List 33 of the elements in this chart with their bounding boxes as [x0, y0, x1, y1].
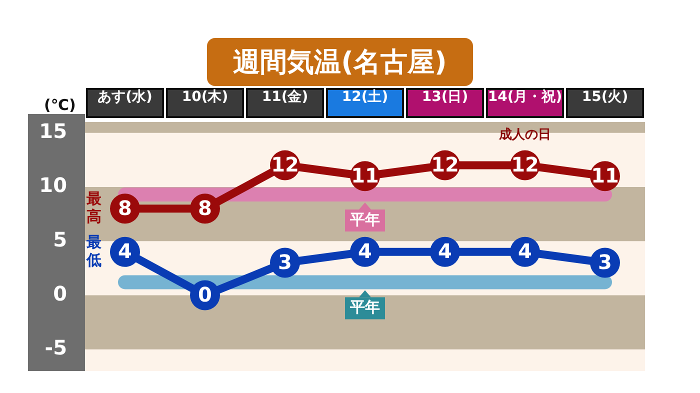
series-label: 最高	[86, 190, 102, 226]
ref-line-label: 平年	[349, 298, 380, 316]
chart-title: 週間気温(名古屋)	[207, 38, 473, 86]
y-tick-label: 10	[39, 173, 67, 198]
ref-line-label: 平年	[349, 210, 380, 228]
data-label: 11	[351, 163, 379, 188]
data-label: 3	[598, 250, 612, 274]
data-label: 4	[438, 239, 452, 264]
data-label: 8	[118, 196, 132, 220]
x-tick-label: 15(火)	[582, 89, 628, 106]
data-label: 4	[358, 239, 372, 264]
series-label: 最低	[86, 232, 102, 269]
annotation: 成人の日	[498, 127, 551, 142]
x-tick-label: 14(月・祝)	[488, 88, 562, 106]
x-tick-label: 12(土)	[342, 89, 388, 106]
data-label: 12	[511, 152, 539, 177]
data-label: 3	[278, 250, 292, 274]
x-tick-label: 11(金)	[262, 89, 308, 106]
data-label: 0	[198, 282, 212, 306]
x-tick-label: 10(木)	[182, 89, 228, 106]
data-label: 11	[591, 163, 619, 188]
data-label: 12	[431, 152, 459, 177]
data-label: 4	[118, 239, 132, 264]
y-tick-label: -5	[44, 336, 67, 360]
data-label: 8	[198, 196, 212, 220]
y-tick-label: 15	[39, 119, 67, 144]
data-label: 12	[271, 152, 299, 177]
x-tick-label: あす(水)	[98, 89, 152, 106]
y-tick-label: 5	[53, 227, 67, 252]
y-tick-label: 0	[53, 281, 67, 306]
y-axis-title: (℃)	[44, 96, 76, 114]
data-label: 4	[518, 239, 532, 264]
x-tick-label: 13(日)	[422, 89, 468, 106]
